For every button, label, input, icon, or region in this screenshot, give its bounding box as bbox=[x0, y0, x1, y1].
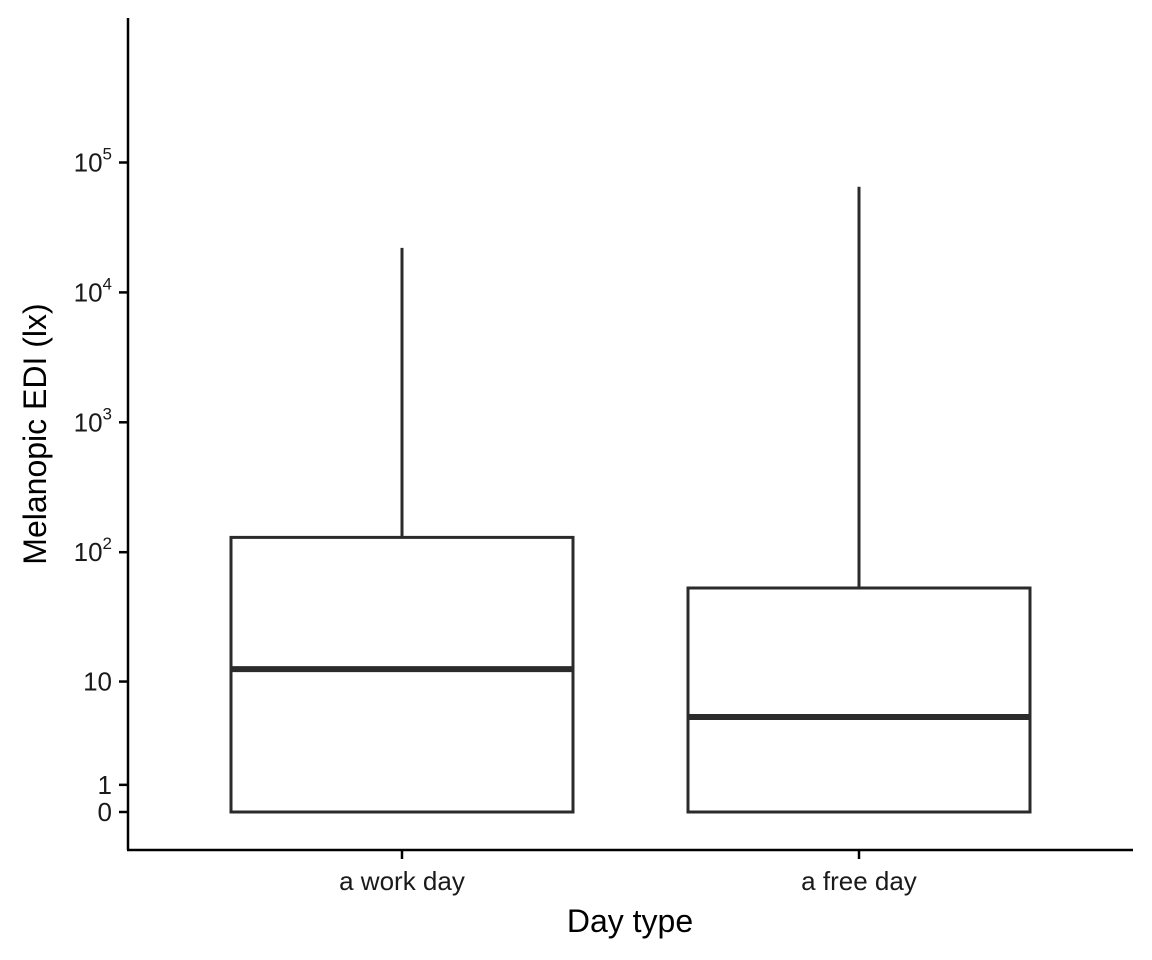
y-tick-label: 1 bbox=[98, 770, 112, 800]
x-tick-label: a free day bbox=[801, 866, 917, 896]
y-tick-label: 10 bbox=[83, 667, 112, 697]
box-2 bbox=[686, 186, 1032, 814]
y-tick-label: 103 bbox=[74, 404, 112, 437]
y-tick-label: 105 bbox=[74, 145, 112, 178]
y-axis-title: Melanopic EDI (lx) bbox=[17, 303, 53, 564]
box-body bbox=[686, 586, 1032, 814]
box-1 bbox=[229, 247, 575, 814]
x-axis-title: Day type bbox=[567, 903, 693, 939]
plot-marks bbox=[229, 186, 1032, 814]
y-tick-label: 102 bbox=[74, 534, 112, 567]
y-tick-label: 0 bbox=[98, 797, 112, 827]
axes: 01 10 102 103 104 105 a work day a free day bbox=[74, 18, 1133, 896]
x-tick-label: a work day bbox=[339, 866, 465, 896]
y-tick-label: 104 bbox=[74, 274, 112, 307]
box-body bbox=[229, 535, 575, 814]
